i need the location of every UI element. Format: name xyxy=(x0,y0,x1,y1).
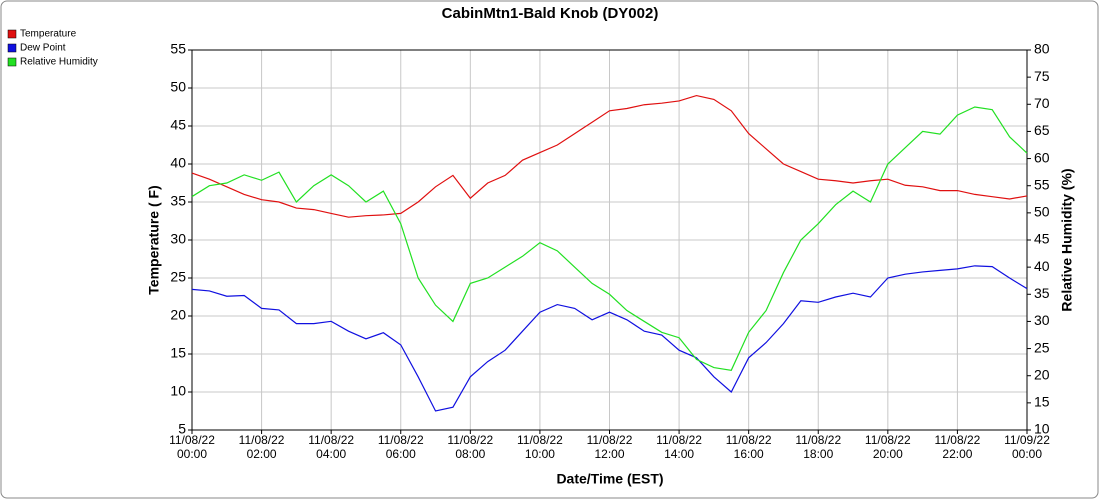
y2-tick-label: 25 xyxy=(1034,339,1050,355)
legend-swatch xyxy=(7,57,17,67)
x-tick-label: 11/08/22 20:00 xyxy=(864,433,911,461)
x-tick-label: 11/08/22 18:00 xyxy=(795,433,842,461)
y2-tick-label: 80 xyxy=(1034,41,1050,57)
y-tick-label: 35 xyxy=(170,193,186,209)
legend-label: Relative Humidity xyxy=(20,57,98,68)
legend-swatch xyxy=(7,29,17,39)
x-tick-label: 11/08/22 04:00 xyxy=(308,433,355,461)
y-tick-label: 30 xyxy=(170,231,186,247)
y-tick-label: 55 xyxy=(170,41,186,57)
y2-tick-label: 60 xyxy=(1034,149,1050,165)
y2-tick-label: 30 xyxy=(1034,312,1050,328)
y2-tick-label: 20 xyxy=(1034,366,1050,382)
y2-tick-label: 75 xyxy=(1034,68,1050,84)
y2-tick-label: 40 xyxy=(1034,258,1050,274)
legend-label: Dew Point xyxy=(20,43,66,54)
y2-tick-label: 45 xyxy=(1034,231,1050,247)
y-tick-label: 50 xyxy=(170,79,186,95)
legend-label: Temperature xyxy=(20,29,77,40)
data-line xyxy=(191,265,1028,412)
y2-tick-label: 50 xyxy=(1034,204,1050,220)
x-tick-label: 11/08/22 02:00 xyxy=(238,433,285,461)
y-tick-label: 5 xyxy=(178,421,186,437)
y-axis-label: Temperature ( F) xyxy=(146,185,162,294)
x-axis-label: Date/Time (EST) xyxy=(556,471,663,487)
y2-tick-label: 65 xyxy=(1034,122,1050,138)
y2-tick-label: 10 xyxy=(1034,421,1050,437)
y-tick-label: 20 xyxy=(170,307,186,323)
x-tick-label: 11/08/22 16:00 xyxy=(725,433,772,461)
y-tick-label: 15 xyxy=(170,345,186,361)
y2-tick-label: 70 xyxy=(1034,95,1050,111)
chart-title: CabinMtn1-Bald Knob (DY002) xyxy=(442,5,659,22)
y-tick-label: 45 xyxy=(170,117,186,133)
legend-swatch xyxy=(7,43,17,53)
data-line xyxy=(191,106,1028,371)
x-tick-label: 11/08/22 08:00 xyxy=(447,433,494,461)
y2-tick-label: 55 xyxy=(1034,176,1050,192)
y-tick-label: 40 xyxy=(170,155,186,171)
y2-tick-label: 15 xyxy=(1034,394,1050,410)
x-tick-label: 11/08/22 00:00 xyxy=(169,433,215,461)
y2-axis-label: Relative Humidity (%) xyxy=(1059,168,1075,311)
y2-tick-label: 35 xyxy=(1034,285,1050,301)
y-tick-label: 10 xyxy=(170,383,186,399)
x-tick-label: 11/08/22 06:00 xyxy=(377,433,424,461)
plot-border xyxy=(191,49,1028,431)
data-line xyxy=(191,94,1028,218)
x-tick-label: 11/08/22 22:00 xyxy=(934,433,981,461)
y-tick-label: 25 xyxy=(170,269,186,285)
x-tick-label: 11/08/22 10:00 xyxy=(516,433,563,461)
x-tick-label: 11/08/22 12:00 xyxy=(586,433,633,461)
x-tick-label: 11/08/22 14:00 xyxy=(656,433,702,461)
x-tick-label: 11/09/22 00:00 xyxy=(1004,433,1050,461)
